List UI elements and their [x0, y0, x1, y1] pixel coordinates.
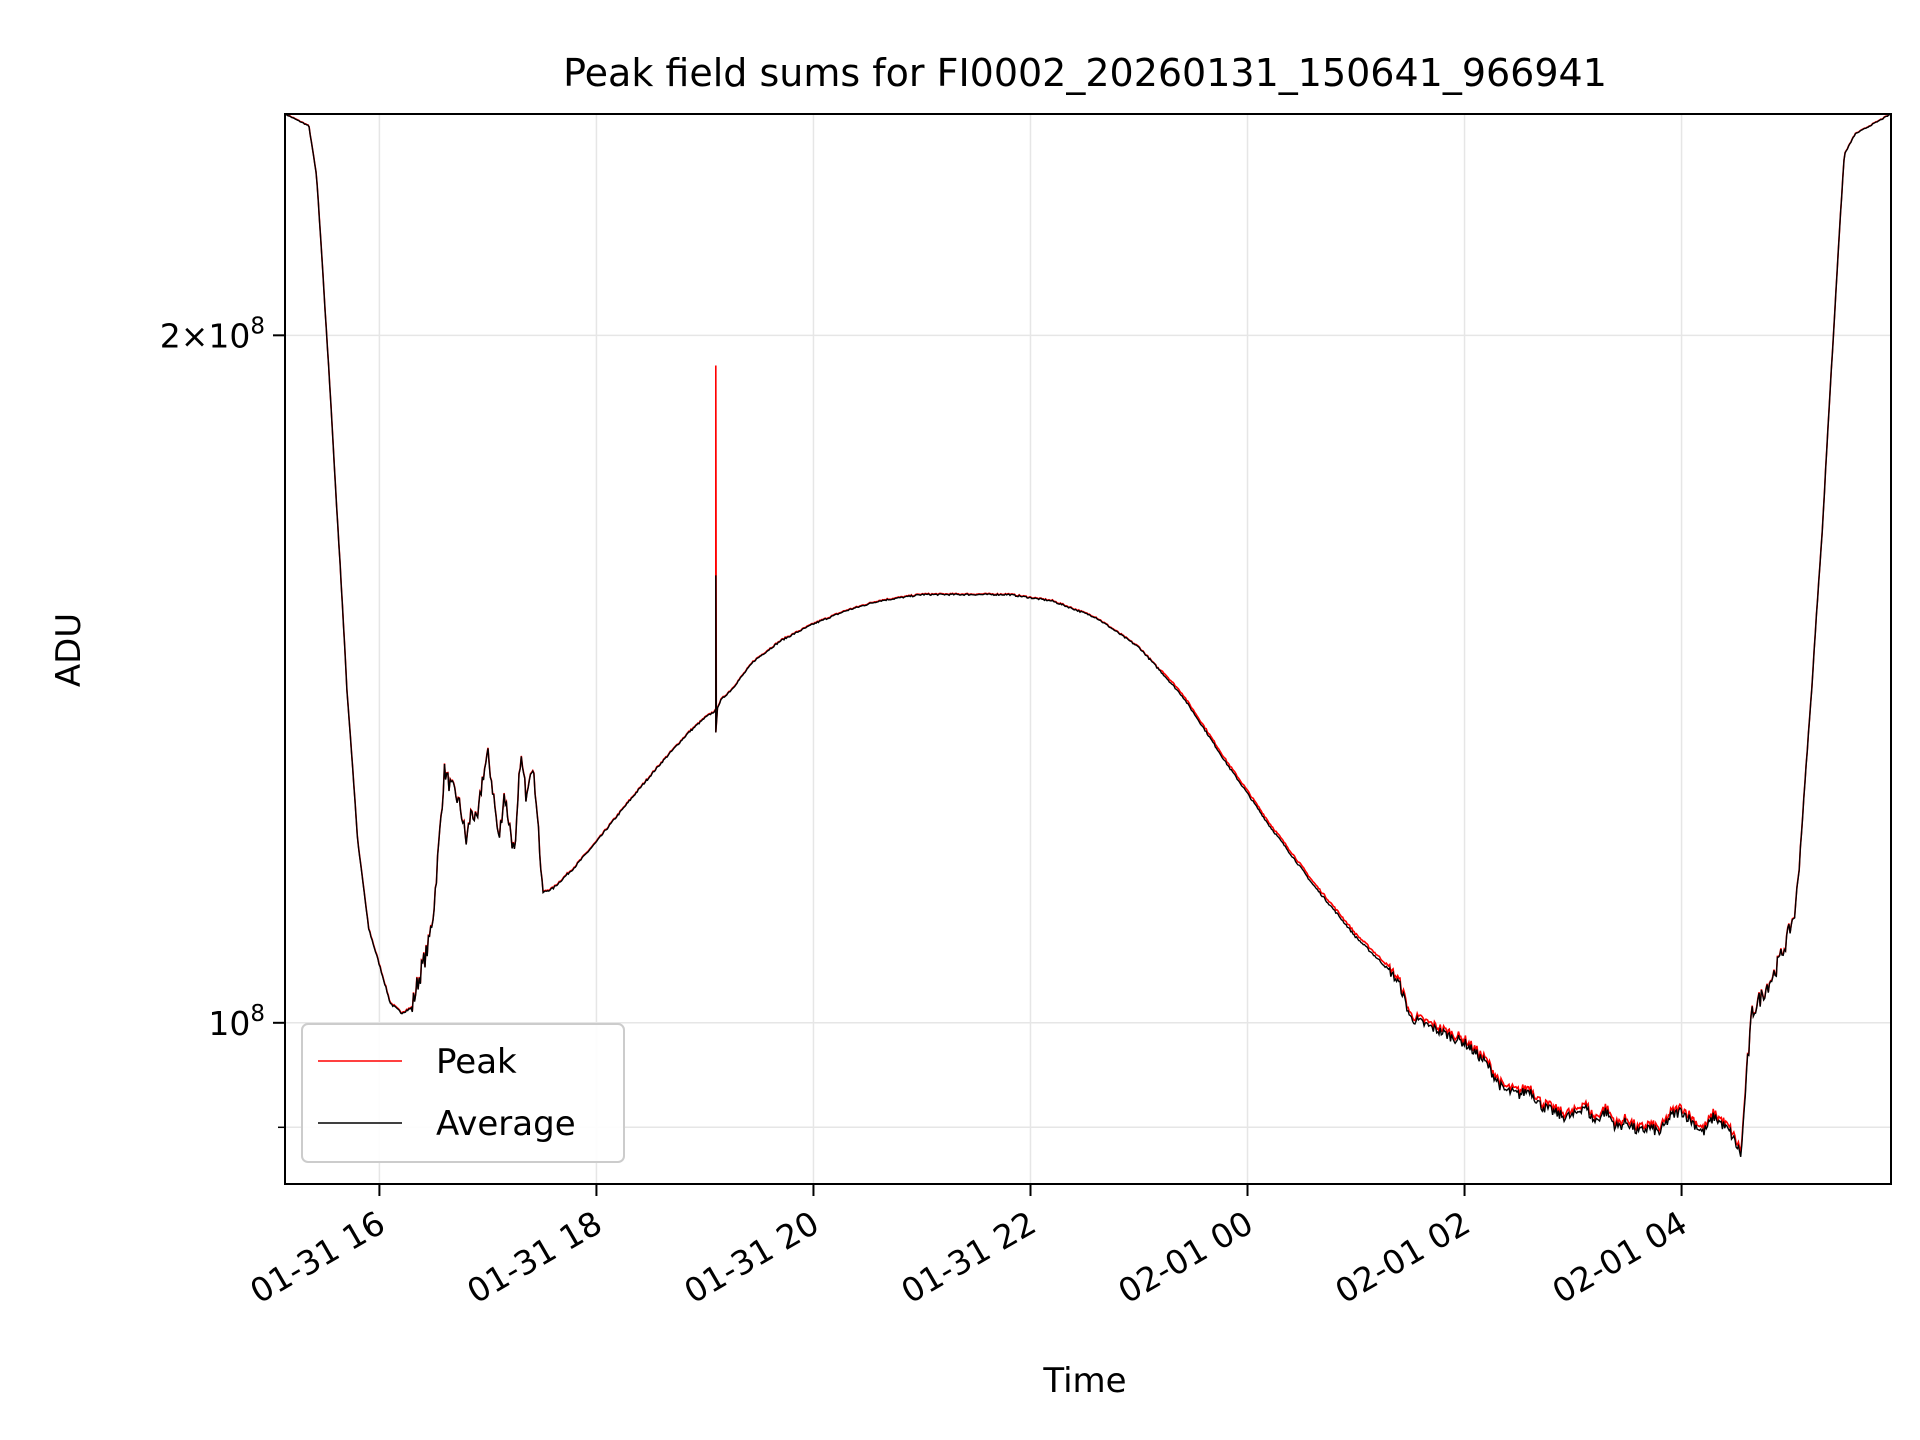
y-axis-ticks: 108 2×108	[160, 313, 285, 1129]
y-tick-label: 108	[208, 1001, 265, 1043]
x-tick-label: 01-31 22	[894, 1203, 1042, 1311]
plot-frame	[284, 113, 1892, 1185]
legend-label-average: Average	[436, 1104, 576, 1144]
legend-box	[301, 1023, 625, 1163]
x-tick-label: 01-31 18	[460, 1203, 608, 1311]
grid	[285, 114, 1891, 1184]
x-tick-label: 01-31 16	[243, 1203, 391, 1311]
x-tick-label: 02-01 02	[1329, 1203, 1477, 1311]
chart-title: Peak field sums for FI0002_20260131_1506…	[563, 51, 1607, 95]
legend-label-peak: Peak	[436, 1042, 517, 1082]
x-axis-ticks: 01-31 16 01-31 18 01-31 20 01-31 22 02-01 00…	[243, 1184, 1694, 1311]
x-tick-label: 02-01 04	[1546, 1203, 1694, 1311]
series-layer	[285, 114, 1891, 1157]
x-tick-label: 02-01 00	[1112, 1203, 1260, 1311]
legend: Peak Average	[301, 1023, 625, 1163]
y-axis-label: ADU	[49, 613, 89, 687]
x-tick-label: 01-31 20	[677, 1203, 825, 1311]
series-peak-line	[285, 114, 1891, 1153]
x-axis-label: Time	[1042, 1361, 1126, 1401]
y-tick-label: 2×108	[160, 313, 265, 355]
series-average-line	[285, 114, 1891, 1157]
